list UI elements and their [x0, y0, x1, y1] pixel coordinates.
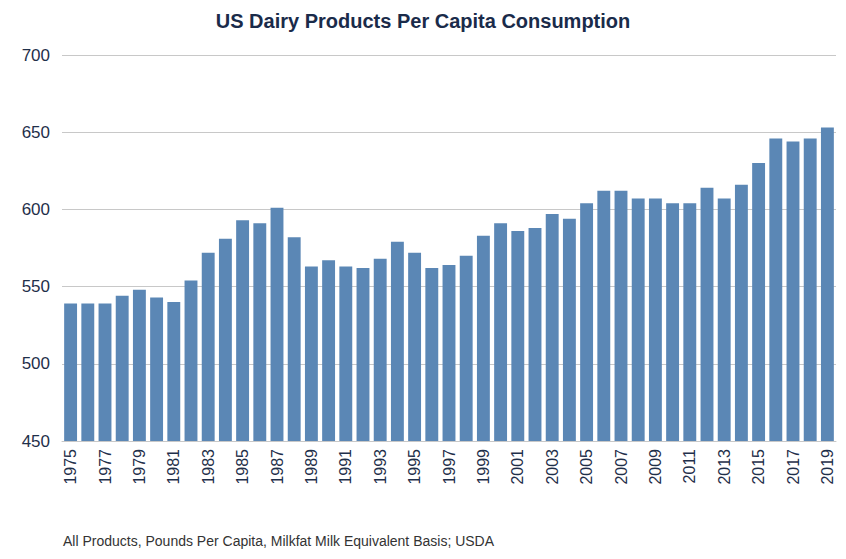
svg-text:700: 700 [22, 46, 50, 65]
svg-text:1995: 1995 [406, 449, 423, 485]
svg-text:550: 550 [22, 277, 50, 296]
svg-text:1985: 1985 [234, 449, 251, 485]
svg-text:2003: 2003 [544, 449, 561, 485]
svg-text:1987: 1987 [269, 449, 286, 485]
svg-text:1991: 1991 [337, 449, 354, 485]
svg-text:2019: 2019 [819, 449, 836, 485]
svg-text:1999: 1999 [475, 449, 492, 485]
svg-text:2015: 2015 [750, 449, 767, 485]
svg-text:2005: 2005 [578, 449, 595, 485]
svg-text:1979: 1979 [131, 449, 148, 485]
svg-text:1977: 1977 [97, 449, 114, 485]
svg-text:600: 600 [22, 200, 50, 219]
svg-text:2013: 2013 [716, 449, 733, 485]
svg-text:1989: 1989 [303, 449, 320, 485]
svg-text:2001: 2001 [509, 449, 526, 485]
svg-text:All Products, Pounds Per Capit: All Products, Pounds Per Capita, Milkfat… [63, 533, 495, 549]
svg-text:450: 450 [22, 432, 50, 451]
svg-text:650: 650 [22, 123, 50, 142]
svg-text:1993: 1993 [372, 449, 389, 485]
svg-text:2011: 2011 [681, 449, 698, 484]
svg-text:1981: 1981 [165, 449, 182, 485]
svg-text:500: 500 [22, 354, 50, 373]
svg-text:1975: 1975 [62, 449, 79, 485]
svg-text:1997: 1997 [441, 449, 458, 485]
svg-text:1983: 1983 [200, 449, 217, 485]
svg-text:2007: 2007 [613, 449, 630, 485]
svg-text:2009: 2009 [647, 449, 664, 485]
svg-text:US Dairy Products Per Capita C: US Dairy Products Per Capita Consumption [216, 10, 631, 32]
svg-text:2017: 2017 [785, 449, 802, 485]
